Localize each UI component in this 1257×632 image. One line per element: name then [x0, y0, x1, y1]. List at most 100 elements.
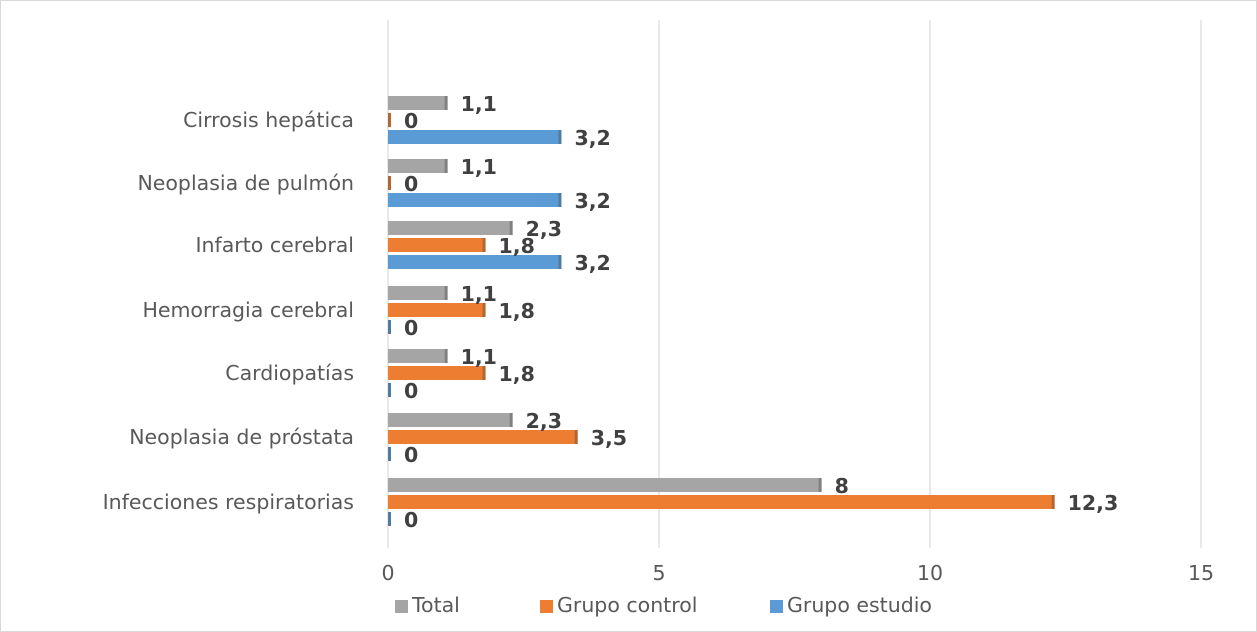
- category-label-neoplasia-de-pulmon: Neoplasia de pulmón: [137, 171, 354, 195]
- bar-fill: [388, 430, 578, 444]
- bar-end-cap: [558, 130, 562, 144]
- bar-total-infecciones-respiratorias: [388, 478, 822, 492]
- bar-grupo-control-neoplasia-de-prostata: [388, 430, 578, 444]
- bar-total-infarto-cerebral: [388, 221, 513, 235]
- bar-fill: [388, 413, 513, 427]
- bar-fill: [388, 238, 486, 252]
- category-label-infarto-cerebral: Infarto cerebral: [195, 233, 354, 257]
- bar-grupo-estudio-infecciones-respiratorias: [388, 512, 391, 526]
- bar-grupo-estudio-neoplasia-de-prostata: [388, 447, 391, 461]
- bar-end-cap: [444, 349, 448, 363]
- data-label-grupo-control-infarto-cerebral: 1,8: [499, 234, 535, 258]
- data-labels: 1,1 1,1 2,3 1,1 1,1 2,3 8 0 0 1,8 1,8 1,8 3,5 12,3 3,2…: [404, 92, 1118, 532]
- data-label-total-infarto-cerebral: 2,3: [526, 217, 562, 241]
- legend: Total Grupo control Grupo estudio: [395, 593, 932, 617]
- bar-grupo-control-hemorragia-cerebral: [388, 303, 486, 317]
- bar-end-cap: [482, 366, 486, 380]
- legend-item-total: Total: [395, 593, 460, 617]
- bar-fill: [388, 303, 486, 317]
- bar-fill: [388, 113, 391, 127]
- category-label-cirrosis-hepatica: Cirrosis hepática: [183, 108, 354, 132]
- data-label-total-infecciones-respiratorias: 8: [835, 474, 849, 498]
- bar-fill: [388, 320, 391, 334]
- bar-end-cap: [1051, 495, 1055, 509]
- bar-total-hemorragia-cerebral: [388, 286, 448, 300]
- legend-label: Grupo estudio: [787, 593, 932, 617]
- bar-grupo-estudio-cardiopatias: [388, 383, 391, 397]
- bar-grupo-estudio-hemorragia-cerebral: [388, 320, 391, 334]
- bar-end-cap: [444, 159, 448, 173]
- data-label-grupo-estudio-infecciones-respiratorias: 0: [404, 508, 418, 532]
- data-label-grupo-control-hemorragia-cerebral: 1,8: [499, 299, 535, 323]
- legend-item-grupo-control: Grupo control: [540, 593, 697, 617]
- bar-total-neoplasia-de-prostata: [388, 413, 513, 427]
- bar-grupo-control-infecciones-respiratorias: [388, 495, 1055, 509]
- category-label-neoplasia-de-prostata: Neoplasia de próstata: [129, 425, 354, 449]
- legend-item-grupo-estudio: Grupo estudio: [770, 593, 932, 617]
- category-labels: Cirrosis hepática Neoplasia de pulmón Infa…: [103, 108, 354, 514]
- legend-swatch: [770, 600, 783, 613]
- bars: [388, 96, 1055, 526]
- bar-fill: [388, 130, 562, 144]
- bar-end-cap: [388, 383, 391, 397]
- bar-end-cap: [388, 447, 391, 461]
- x-tick-labels: 0 5 10 15: [381, 561, 1214, 585]
- bar-end-cap: [482, 303, 486, 317]
- category-label-cardiopatias: Cardiopatías: [225, 361, 354, 385]
- bar-fill: [388, 159, 448, 173]
- bar-end-cap: [388, 176, 391, 190]
- bar-fill: [388, 349, 448, 363]
- legend-swatch: [395, 600, 408, 613]
- bar-grupo-estudio-cirrosis-hepatica: [388, 130, 562, 144]
- bar-total-neoplasia-de-pulmon: [388, 159, 448, 173]
- category-label-infecciones-respiratorias: Infecciones respiratorias: [103, 490, 354, 514]
- category-label-hemorragia-cerebral: Hemorragia cerebral: [142, 298, 354, 322]
- bar-end-cap: [388, 512, 391, 526]
- bar-end-cap: [509, 221, 513, 235]
- bar-fill: [388, 478, 822, 492]
- data-label-grupo-estudio-hemorragia-cerebral: 0: [404, 316, 418, 340]
- bar-grupo-control-infarto-cerebral: [388, 238, 486, 252]
- data-label-grupo-control-neoplasia-de-prostata: 3,5: [591, 426, 627, 450]
- bar-grupo-estudio-neoplasia-de-pulmon: [388, 193, 562, 207]
- bar-grupo-control-neoplasia-de-pulmon: [388, 176, 391, 190]
- data-label-total-neoplasia-de-pulmon: 1,1: [461, 155, 497, 179]
- bar-end-cap: [388, 320, 391, 334]
- bar-fill: [388, 221, 513, 235]
- data-label-grupo-estudio-cirrosis-hepatica: 3,2: [574, 126, 610, 150]
- bar-fill: [388, 193, 562, 207]
- bar-fill: [388, 96, 448, 110]
- legend-label: Grupo control: [557, 593, 697, 617]
- bar-fill: [388, 447, 391, 461]
- bar-end-cap: [444, 286, 448, 300]
- data-label-grupo-estudio-neoplasia-de-prostata: 0: [404, 443, 418, 467]
- data-label-total-cardiopatias: 1,1: [461, 345, 497, 369]
- data-label-grupo-estudio-infarto-cerebral: 3,2: [574, 251, 610, 275]
- bar-end-cap: [558, 255, 562, 269]
- data-label-grupo-estudio-neoplasia-de-pulmon: 3,2: [574, 189, 610, 213]
- x-tick-label-10: 10: [917, 561, 943, 585]
- bar-total-cirrosis-hepatica: [388, 96, 448, 110]
- data-label-grupo-control-cardiopatias: 1,8: [499, 362, 535, 386]
- legend-label: Total: [411, 593, 460, 617]
- bar-end-cap: [574, 430, 578, 444]
- data-label-grupo-control-cirrosis-hepatica: 0: [404, 109, 418, 133]
- bar-end-cap: [509, 413, 513, 427]
- bar-grupo-control-cardiopatias: [388, 366, 486, 380]
- bar-fill: [388, 366, 486, 380]
- bar-end-cap: [444, 96, 448, 110]
- x-tick-label-0: 0: [381, 561, 394, 585]
- bar-fill: [388, 255, 562, 269]
- legend-swatch: [540, 600, 553, 613]
- data-label-total-neoplasia-de-prostata: 2,3: [526, 409, 562, 433]
- data-label-grupo-control-neoplasia-de-pulmon: 0: [404, 172, 418, 196]
- x-tick-label-15: 15: [1188, 561, 1214, 585]
- bar-grupo-estudio-infarto-cerebral: [388, 255, 562, 269]
- data-label-total-hemorragia-cerebral: 1,1: [461, 282, 497, 306]
- data-label-grupo-control-infecciones-respiratorias: 12,3: [1068, 491, 1119, 515]
- bar-fill: [388, 286, 448, 300]
- bar-fill: [388, 495, 1055, 509]
- bar-end-cap: [388, 113, 391, 127]
